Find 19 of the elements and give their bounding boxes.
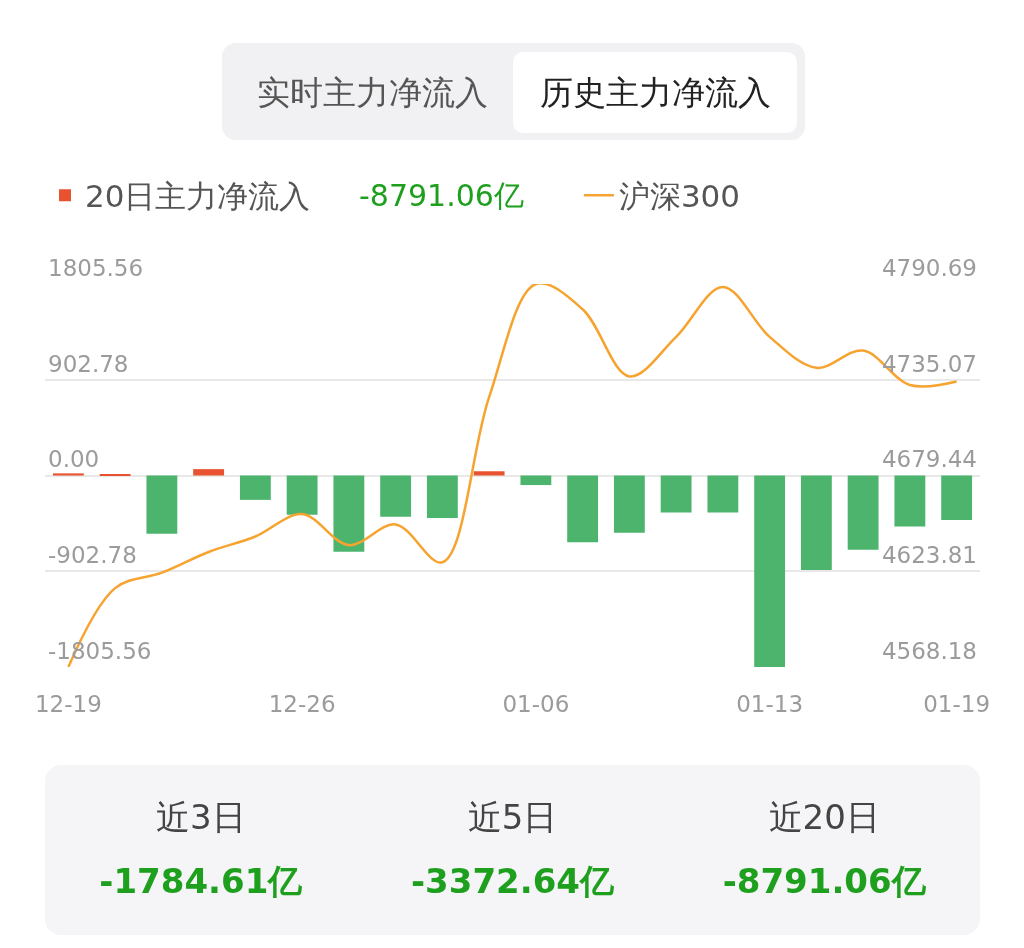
y2-tick-label: 4568.18 [881,637,977,664]
y-tick-label: 902.78 [48,350,129,377]
legend-label: 20日主力净流入 [85,178,311,215]
x-tick-label: 01-06 [502,691,570,717]
y-tick-label: -902.78 [48,542,137,569]
x-tick-label: 12-26 [268,691,336,717]
summary-card: 近3日 -1784.61亿 近5日 -3372.64亿 近20日 -8791.06亿 [45,765,980,935]
x-tick-label: 01-19 [923,691,991,717]
y-tick-label: 0.00 [48,446,100,473]
x-tick-label: 01-13 [736,691,804,717]
y2-tick-label: 4790.69 [881,254,977,281]
y2-tick-label: 4623.81 [881,542,977,569]
legend-label: 沪深300 [618,178,741,215]
y2-tick-label: 4679.44 [881,446,977,473]
y-tick-label: 1805.56 [48,254,144,281]
y2-tick-label: 4735.07 [881,350,977,377]
x-tick-label: 12-19 [34,691,102,717]
text: -8791.06亿 [359,178,524,213]
tab-switch: 实时主力净流入 历史主力净流入 [222,43,805,140]
